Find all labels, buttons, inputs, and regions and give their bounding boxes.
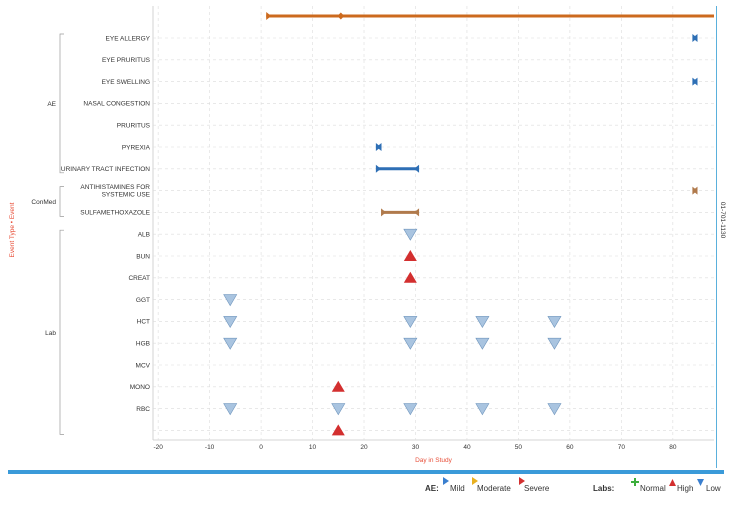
row-label: ALB (138, 232, 150, 239)
row-label: SYSTEMIC USE (102, 192, 151, 199)
row-label: MONO (130, 384, 150, 391)
x-tick-label: 10 (309, 444, 317, 451)
lab-low-marker (475, 337, 490, 350)
row-label: SULFAMETHOXAZOLE (80, 210, 150, 217)
chart-frame-right-border (716, 6, 717, 468)
row-label: HCT (137, 319, 150, 326)
row-label: GGT (136, 297, 150, 304)
lab-low-marker (475, 403, 490, 416)
event-end-marker (692, 77, 698, 86)
lab-low-marker (403, 403, 418, 416)
event-start-marker (375, 164, 381, 173)
row-label: CREAT (128, 275, 150, 282)
legend-divider (8, 470, 724, 474)
event-end-marker (692, 186, 698, 195)
legend-labs-normal: Normal (640, 484, 666, 493)
legend-labs-heading: Labs: (593, 484, 615, 493)
legend-ae-moderate: Moderate (477, 484, 511, 493)
x-tick-label: 70 (618, 444, 626, 451)
y-axis-title: Event Type • Event (9, 202, 16, 257)
lab-high-marker (331, 424, 345, 436)
lab-low-marker (223, 403, 238, 416)
group-bracket (59, 33, 64, 174)
row-label: RBC (136, 406, 150, 413)
x-tick-label: -10 (205, 444, 215, 451)
row-label: NASAL CONGESTION (83, 101, 150, 108)
event-end-marker (414, 208, 420, 217)
legend-labs-low: Low (706, 484, 721, 493)
x-tick-label: 40 (463, 444, 471, 451)
event-end-marker (692, 34, 698, 42)
x-tick-label: 30 (412, 444, 420, 451)
lab-low-marker (547, 403, 562, 416)
x-tick-label: 60 (566, 444, 574, 451)
row-label: EYE PRURITUS (102, 57, 151, 64)
row-label: HGB (136, 341, 150, 348)
subject-id-label: 01-701-1130 (719, 202, 726, 239)
lab-high-marker (403, 250, 417, 261)
legend-ae-mild: Mild (450, 484, 465, 493)
group-bracket (59, 186, 64, 217)
lab-low-marker (403, 337, 418, 350)
lab-low-marker (547, 337, 562, 350)
legend-ae-heading: AE: (425, 484, 439, 493)
legend: AE: Mild Moderate Severe Labs: Normal Hi… (0, 476, 731, 500)
lab-low-marker (547, 316, 562, 328)
x-axis-title: Day in Study (415, 457, 453, 464)
study-span-reference-marker (337, 12, 345, 20)
group-label: AE (47, 101, 56, 108)
lab-low-marker (331, 403, 346, 416)
legend-ae-severe: Severe (524, 484, 550, 493)
lab-high-marker (331, 380, 345, 392)
event-start-marker (381, 208, 387, 217)
row-label: URINARY TRACT INFECTION (61, 166, 150, 173)
lab-low-marker (223, 337, 238, 350)
row-label: PRURITUS (117, 123, 151, 130)
lab-high-marker (403, 271, 417, 283)
event-end-marker (376, 143, 382, 151)
x-tick-label: -20 (153, 444, 163, 451)
group-label: Lab (45, 330, 56, 337)
row-label: MCV (136, 362, 151, 369)
lab-low-marker (403, 228, 418, 241)
group-bracket (59, 229, 64, 435)
x-tick-label: 80 (669, 444, 677, 451)
chart-canvas: -20 -10 0 10 20 30 40 50 60 70 80 EYE ALLERGY EYE PR… (9, 6, 726, 464)
row-label: PYREXIA (122, 144, 151, 151)
row-label: EYE ALLERGY (106, 35, 151, 42)
legend-labs-high: High (677, 484, 694, 493)
study-span-start-marker (266, 12, 272, 20)
lab-low-marker (403, 316, 418, 328)
lab-low-marker (475, 316, 490, 328)
row-label: ANTIHISTAMINES FOR (80, 184, 150, 191)
row-label: EYE SWELLING (102, 79, 150, 86)
lab-low-marker (223, 316, 238, 328)
event-end-marker (414, 164, 420, 173)
group-label: ConMed (31, 199, 56, 206)
x-tick-label: 0 (259, 444, 263, 451)
x-tick-label: 20 (360, 444, 368, 451)
lab-low-marker (223, 294, 238, 307)
row-label: BUN (136, 253, 150, 260)
x-tick-label: 50 (515, 444, 523, 451)
